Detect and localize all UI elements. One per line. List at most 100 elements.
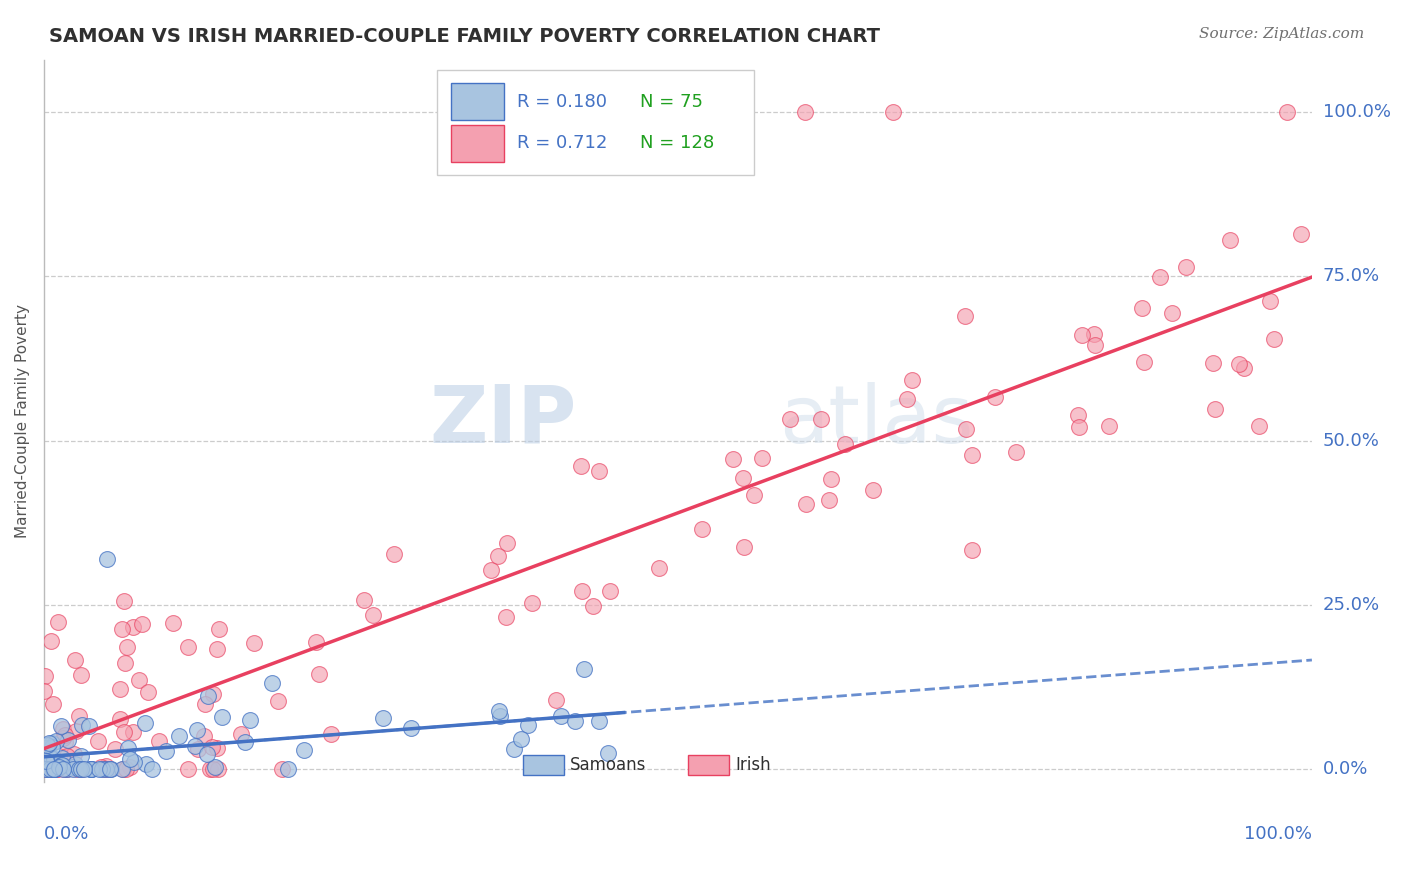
Point (270, 762, 292, 776)
FancyBboxPatch shape (451, 125, 505, 162)
Point (112, 725, 135, 739)
Point (91, 762, 114, 776)
Text: 75.0%: 75.0% (1323, 268, 1381, 285)
Point (37, 738, 59, 752)
Point (229, 726, 252, 740)
Point (1175, 260, 1198, 275)
Point (51, 758, 73, 772)
Point (233, 735, 256, 749)
Text: 25.0%: 25.0% (1323, 596, 1381, 614)
Point (87, 734, 110, 748)
Text: 100.0%: 100.0% (1323, 103, 1391, 121)
Point (62, 760, 84, 774)
Point (44, 762, 66, 776)
Point (128, 673, 150, 688)
Point (509, 732, 531, 747)
Point (984, 390, 1007, 404)
FancyBboxPatch shape (437, 70, 754, 175)
Point (41, 752, 63, 766)
Point (522, 596, 544, 610)
Point (79, 762, 101, 776)
Point (1161, 306, 1184, 320)
Point (98, 762, 121, 776)
Point (582, 599, 605, 613)
Point (793, 105, 815, 120)
Point (546, 693, 568, 707)
Point (382, 547, 405, 561)
Point (810, 412, 832, 426)
Point (479, 563, 502, 577)
Point (194, 697, 217, 711)
Point (131, 616, 153, 631)
Point (1005, 444, 1028, 458)
Point (495, 610, 517, 624)
Point (141, 762, 163, 776)
Point (104, 742, 127, 756)
Point (148, 733, 170, 747)
Point (48, 760, 70, 774)
Point (901, 373, 924, 387)
Point (63, 756, 86, 771)
Text: atlas: atlas (779, 382, 974, 460)
Point (67, 708, 90, 723)
Point (742, 488, 765, 502)
Point (371, 711, 394, 725)
Point (177, 640, 200, 654)
Point (564, 714, 586, 729)
Point (118, 760, 141, 774)
Point (80, 762, 103, 776)
Point (52, 731, 75, 745)
Point (1084, 338, 1107, 352)
Point (186, 723, 208, 738)
Point (93, 762, 115, 776)
Point (53, 728, 76, 742)
Point (588, 464, 610, 478)
Text: N = 128: N = 128 (640, 135, 714, 153)
Point (39, 761, 62, 775)
Point (45, 734, 67, 748)
Point (70, 762, 93, 776)
Point (34, 740, 56, 755)
Point (35, 762, 58, 776)
Text: Source: ZipAtlas.com: Source: ZipAtlas.com (1198, 27, 1364, 41)
Point (65, 762, 87, 776)
Point (794, 497, 817, 511)
Point (1260, 294, 1282, 309)
Point (277, 762, 299, 776)
Point (486, 549, 509, 563)
Point (177, 762, 200, 776)
Point (1227, 358, 1250, 372)
Point (73, 762, 96, 776)
Point (208, 623, 231, 637)
Point (1204, 402, 1226, 417)
Point (198, 762, 221, 776)
Point (197, 689, 219, 703)
Point (862, 483, 884, 497)
Point (733, 541, 755, 555)
Point (818, 493, 841, 508)
Text: 50.0%: 50.0% (1323, 432, 1379, 450)
Text: Irish: Irish (735, 756, 770, 773)
Point (1067, 419, 1090, 434)
Point (195, 747, 218, 762)
Point (51, 757, 73, 772)
Point (122, 620, 145, 634)
Point (193, 730, 215, 744)
Point (596, 746, 619, 760)
Point (183, 739, 205, 754)
Point (70, 762, 93, 776)
Text: 0.0%: 0.0% (44, 825, 89, 844)
Text: R = 0.712: R = 0.712 (517, 135, 607, 153)
Point (70, 718, 93, 732)
Point (53, 762, 76, 776)
Point (67, 762, 90, 776)
Point (51, 719, 73, 733)
Point (42, 751, 65, 765)
Point (135, 757, 157, 772)
Point (204, 760, 226, 774)
Point (820, 472, 842, 486)
Point (115, 640, 138, 655)
Point (65, 653, 87, 667)
Point (46, 762, 69, 776)
Point (495, 536, 517, 550)
